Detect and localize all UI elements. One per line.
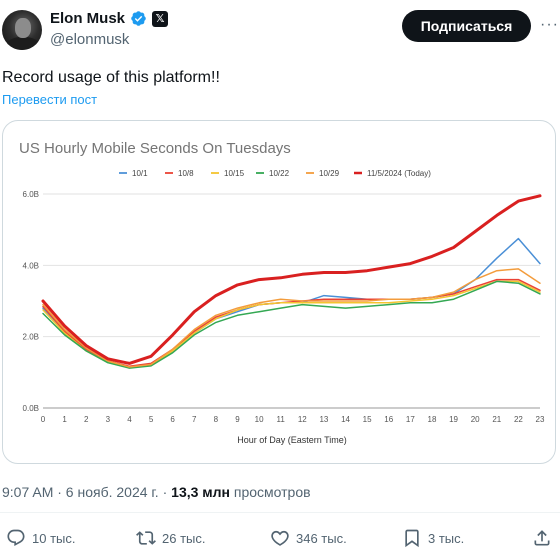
x-tick-label: 9 — [235, 415, 240, 424]
legend-label: 10/8 — [178, 169, 194, 178]
x-tick-label: 4 — [127, 415, 132, 424]
x-tick-label: 23 — [536, 415, 545, 424]
repost-icon — [136, 531, 156, 545]
translate-post-link[interactable]: Перевести пост — [2, 92, 98, 107]
like-button[interactable]: 346 тыс. — [270, 528, 347, 548]
x-tick-label: 3 — [106, 415, 111, 424]
legend-item: 10/22 — [256, 169, 290, 178]
legend-label: 10/22 — [269, 169, 290, 178]
share-button[interactable] — [532, 528, 552, 548]
x-tick-label: 22 — [514, 415, 523, 424]
author-name[interactable]: Elon Musk — [50, 10, 126, 27]
x-tick-label: 8 — [214, 415, 219, 424]
tweet-media-chart[interactable]: US Hourly Mobile Seconds On Tuesdays 10/… — [2, 120, 556, 464]
avatar-face-shape — [15, 18, 31, 38]
repost-count: 26 тыс. — [162, 530, 206, 546]
x-tick-label: 17 — [406, 415, 415, 424]
x-affiliation-icon[interactable]: 𝕏 — [152, 10, 169, 27]
avatar-body-shape — [6, 37, 40, 50]
x-tick-label: 14 — [341, 415, 350, 424]
chart-x-axis: 0 1 2 3 4 5 6 7 8 9 10 11 12 13 14 15 16 17 18 19 20 21 22 23 — [41, 415, 545, 424]
legend-label: 10/1 — [132, 169, 148, 178]
y-tick-label: 0.0B — [23, 404, 39, 413]
chart-grid — [43, 193, 540, 409]
chart-x-axis-label: Hour of Day (Eastern Time) — [237, 435, 347, 445]
reply-icon — [7, 529, 25, 547]
series-line-10-29 — [42, 268, 541, 368]
reply-count: 10 тыс. — [32, 530, 76, 546]
chart-y-axis: 0.0B 2.0B 4.0B 6.0B — [23, 190, 39, 413]
bookmark-icon — [405, 529, 419, 548]
y-tick-label: 2.0B — [23, 333, 39, 342]
tweet-meta: 9:07 AM · 6 нояб. 2024 г. · 13,3 млн про… — [2, 484, 311, 500]
x-tick-label: 7 — [192, 415, 197, 424]
x-tick-label: 18 — [428, 415, 437, 424]
x-tick-label: 19 — [449, 415, 458, 424]
x-tick-label: 15 — [363, 415, 372, 424]
x-tick-label: 16 — [384, 415, 393, 424]
author-name-row: Elon Musk 𝕏 — [50, 10, 169, 27]
verified-badge-icon — [131, 11, 146, 26]
x-tick-label: 5 — [149, 415, 154, 424]
usage-line-chart: US Hourly Mobile Seconds On Tuesdays 10/… — [19, 140, 545, 445]
avatar[interactable] — [2, 10, 42, 50]
legend-item: 10/15 — [211, 169, 245, 178]
y-tick-label: 6.0B — [23, 190, 39, 199]
views-count: 13,3 млн — [171, 484, 230, 500]
x-tick-label: 1 — [62, 415, 67, 424]
x-tick-label: 2 — [84, 415, 89, 424]
legend-label: 10/29 — [319, 169, 340, 178]
legend-item: 10/29 — [306, 169, 340, 178]
x-tick-label: 21 — [492, 415, 501, 424]
share-icon — [534, 530, 550, 546]
x-tick-label: 0 — [41, 415, 46, 424]
x-tick-label: 6 — [170, 415, 175, 424]
chart-series — [41, 194, 542, 369]
subscribe-button[interactable]: Подписаться — [402, 10, 531, 42]
legend-item: 10/1 — [119, 169, 148, 178]
x-tick-label: 12 — [298, 415, 307, 424]
more-options-icon[interactable]: ··· — [540, 16, 559, 33]
tweet-timestamp[interactable]: 9:07 AM · 6 нояб. 2024 г. · — [2, 484, 172, 500]
legend-item: 10/8 — [165, 169, 194, 178]
chart-legend: 10/1 10/8 10/15 10/22 10/29 11/5/2024 (Today) — [119, 169, 431, 178]
tweet-text: Record usage of this platform!! — [2, 69, 220, 86]
chart-title: US Hourly Mobile Seconds On Tuesdays — [19, 140, 291, 157]
views-label: просмотров — [230, 484, 311, 500]
x-tick-label: 20 — [471, 415, 480, 424]
bookmark-button[interactable]: 3 тыс. — [402, 528, 464, 548]
heart-icon — [271, 530, 289, 546]
tweet-header: Elon Musk 𝕏 @elonmusk Подписаться ··· — [0, 0, 560, 60]
tweet-actions-bar: 10 тыс. 26 тыс. 346 тыс. 3 тыс. — [0, 528, 560, 552]
x-tick-label: 10 — [255, 415, 264, 424]
series-line-11-5-2024-today- — [41, 194, 542, 365]
x-tick-label: 11 — [277, 415, 286, 424]
legend-label: 11/5/2024 (Today) — [367, 169, 431, 178]
x-tick-label: 13 — [319, 415, 328, 424]
bookmark-count: 3 тыс. — [428, 530, 465, 546]
legend-label: 10/15 — [224, 169, 245, 178]
legend-item: 11/5/2024 (Today) — [354, 169, 431, 178]
repost-button[interactable]: 26 тыс. — [136, 528, 205, 548]
reply-button[interactable]: 10 тыс. — [6, 528, 75, 548]
divider — [0, 512, 560, 513]
author-handle[interactable]: @elonmusk — [50, 31, 130, 48]
like-count: 346 тыс. — [296, 530, 347, 546]
series-line-10-8 — [42, 278, 541, 368]
y-tick-label: 4.0B — [23, 261, 39, 270]
series-line-10-22 — [42, 280, 541, 369]
